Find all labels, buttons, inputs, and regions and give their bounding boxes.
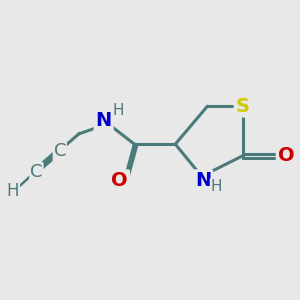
- Text: N: N: [95, 111, 112, 130]
- Text: H: H: [112, 103, 124, 118]
- Text: N: N: [195, 171, 211, 190]
- Text: O: O: [278, 146, 294, 165]
- Text: O: O: [111, 171, 128, 190]
- Text: C: C: [54, 142, 66, 160]
- Text: H: H: [7, 182, 19, 200]
- Text: S: S: [236, 97, 250, 116]
- Text: C: C: [30, 163, 43, 181]
- Text: H: H: [211, 179, 222, 194]
